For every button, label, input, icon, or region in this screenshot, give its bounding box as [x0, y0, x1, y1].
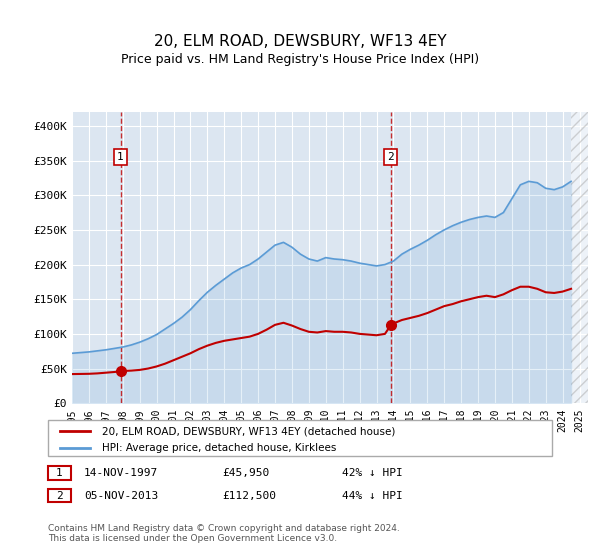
Text: 20, ELM ROAD, DEWSBURY, WF13 4EY (detached house): 20, ELM ROAD, DEWSBURY, WF13 4EY (detach…: [102, 426, 395, 436]
Text: £45,950: £45,950: [222, 468, 269, 478]
Text: 1: 1: [56, 468, 63, 478]
Text: £112,500: £112,500: [222, 491, 276, 501]
Text: 14-NOV-1997: 14-NOV-1997: [84, 468, 158, 478]
Text: 2: 2: [56, 491, 63, 501]
Text: Price paid vs. HM Land Registry's House Price Index (HPI): Price paid vs. HM Land Registry's House …: [121, 53, 479, 66]
Text: 2: 2: [388, 152, 394, 162]
Text: 1: 1: [117, 152, 124, 162]
Text: 20, ELM ROAD, DEWSBURY, WF13 4EY: 20, ELM ROAD, DEWSBURY, WF13 4EY: [154, 34, 446, 49]
Text: HPI: Average price, detached house, Kirklees: HPI: Average price, detached house, Kirk…: [102, 443, 337, 453]
Text: 05-NOV-2013: 05-NOV-2013: [84, 491, 158, 501]
Text: 44% ↓ HPI: 44% ↓ HPI: [342, 491, 403, 501]
Text: Contains HM Land Registry data © Crown copyright and database right 2024.
This d: Contains HM Land Registry data © Crown c…: [48, 524, 400, 543]
Text: 42% ↓ HPI: 42% ↓ HPI: [342, 468, 403, 478]
